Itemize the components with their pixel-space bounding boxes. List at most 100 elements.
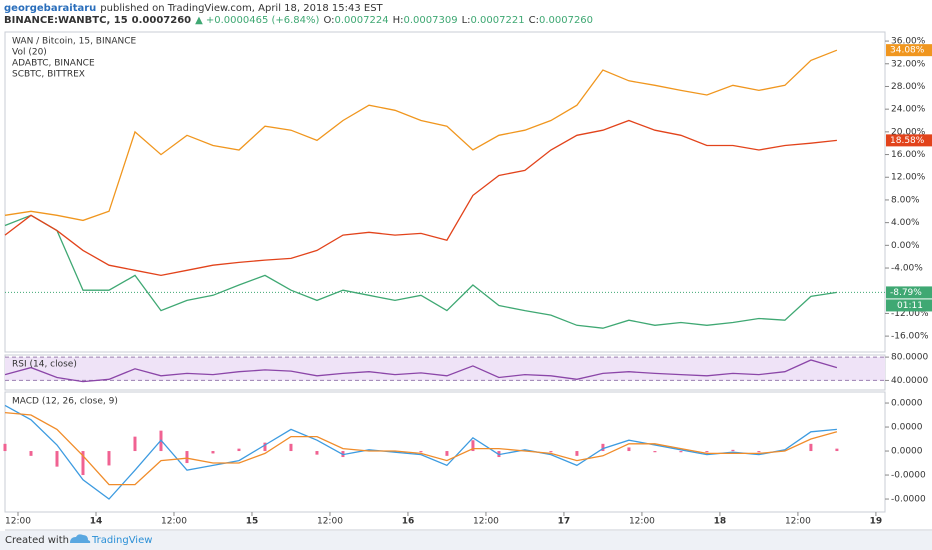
published: published on TradingView.com, April 18, … [100,3,383,14]
pane-title: RSI (14, close) [12,360,77,370]
histogram-bar [627,447,631,452]
x-tick-label: 19 [870,517,883,527]
histogram-bar [601,443,605,452]
y-tick-label: 0.0000 [891,399,923,409]
x-tick-label: 16 [402,517,415,527]
histogram-bar [3,443,7,452]
y-tick-label: 28.00% [891,82,926,92]
macd-pane [4,391,886,513]
x-tick-label: 14 [90,517,103,527]
y-tick-label: 0.0000 [891,447,923,457]
legend-entry: Vol (20) [12,48,47,58]
x-tick-label: 18 [714,517,727,527]
price: 0.0007260 [132,15,192,26]
histogram-bar [315,451,319,455]
histogram-bar [211,451,215,454]
author: georgebaraitaru [4,3,96,14]
histogram-bar [679,451,683,453]
legend-entry: ADABTC, BINANCE [12,59,95,69]
histogram-bar [81,451,85,476]
histogram-bar [29,451,33,456]
ohlc-label: H: [393,15,404,26]
x-tick-label: 12:00 [785,517,811,527]
histogram-bar [289,443,293,452]
price-label-box [886,44,932,57]
created-with: Created with [5,535,69,546]
y-tick-label: 0.0000 [891,423,923,433]
x-tick-label: 12:00 [473,517,499,527]
histogram-bar [809,443,813,452]
y-tick-label: 0.00% [891,241,920,251]
legend-entry: SCBTC, BITTREX [12,70,85,80]
price-label-box [886,134,932,147]
x-tick-label: 12:00 [5,517,31,527]
publish-line: georgebaraitaru published on TradingView.… [4,3,384,14]
y-tick-label: 24.00% [891,105,926,115]
x-tick-label: 12:00 [161,517,187,527]
ohlc-label: O: [323,15,334,26]
ohlc-value: 0.0007221 [471,15,525,26]
series-line [4,411,838,486]
y-tick-label: -0.0000 [891,495,926,505]
y-tick-label: 4.00% [891,218,920,228]
histogram-bar [445,451,449,456]
footer [0,531,932,550]
y-tick-label: 16.00% [891,150,926,160]
y-tick-label: 8.00% [891,195,920,205]
series-line [4,404,837,500]
ohlc-label: C: [529,15,539,26]
histogram-bar [55,451,59,467]
price-label: -8.79% [890,288,922,298]
ohlc-label: L: [462,15,471,26]
arrow: ▲ [195,15,203,26]
histogram-bar [549,451,553,453]
brand: TradingView [91,535,152,546]
countdown-box [886,299,932,312]
histogram-bar [705,451,709,453]
y-tick-label: 12.00% [891,173,926,183]
histogram-bar [731,449,735,452]
histogram-bar [575,451,579,456]
symbol-line: BINANCE:WANBTC, 15 0.0007260 ▲ +0.0000465 (… [4,15,593,26]
histogram-bar [237,448,241,452]
legend-entry: WAN / Bitcoin, 15, BINANCE [12,37,137,47]
histogram-bar [133,436,137,452]
series-line [4,214,837,329]
histogram-bar [471,440,475,452]
price-label-box [886,286,932,299]
pane-title: MACD (12, 26, close, 9) [12,397,118,407]
histogram-bar [419,451,423,453]
y-tick-label: 20.00% [891,127,926,137]
main-pane [4,31,886,353]
y-tick-label: -12.00% [891,309,929,319]
y-tick-label: 36.00% [891,37,926,47]
y-tick-label: -16.00% [891,332,929,342]
histogram-bar [263,442,267,452]
y-tick-label: 80.0000 [891,353,928,363]
series-line [4,359,838,383]
ohlc-value: 0.0007224 [335,15,389,26]
x-tick-label: 12:00 [629,517,655,527]
price-label: 34.08% [890,46,925,56]
ohlc-value: 0.0007309 [403,15,457,26]
logo [70,534,91,543]
symbol: BINANCE:WANBTC, 15 [4,15,128,26]
y-tick-label: 32.00% [891,59,926,69]
histogram-bar [185,451,189,464]
series-line [4,119,837,277]
rsi-band [5,357,885,381]
price-label: 18.58% [890,136,925,146]
y-tick-label: 40.0000 [891,376,928,386]
y-tick-label: -0.0000 [891,471,926,481]
x-tick-label: 17 [558,517,571,527]
change: +0.0000465 (+6.84%) [206,15,320,26]
histogram-bar [835,448,839,452]
y-tick-label: -4.00% [891,264,923,274]
series-line [4,49,838,222]
ohlc-value: 0.0007260 [539,15,593,26]
x-tick-label: 12:00 [317,517,343,527]
histogram-bar [107,451,111,466]
